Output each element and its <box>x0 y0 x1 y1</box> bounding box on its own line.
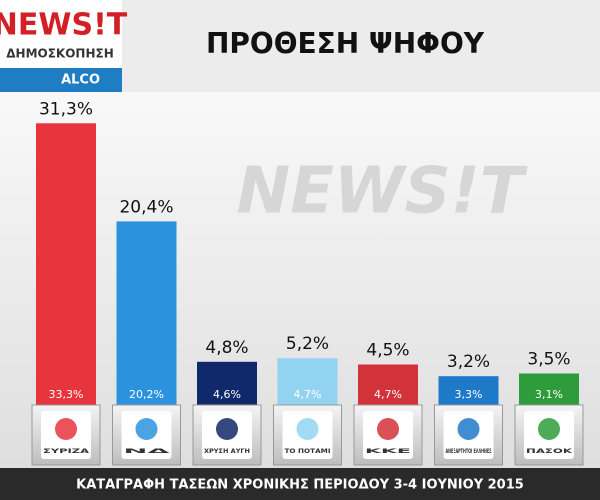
previous-value-label: 4,7% <box>374 388 402 401</box>
previous-value-label: 20,2% <box>129 388 164 401</box>
bar <box>277 358 338 405</box>
party-name: ΠΑΣΟΚ <box>526 447 574 455</box>
bar <box>519 373 579 405</box>
value-label: 5,2% <box>286 334 329 354</box>
pollster-band <box>0 68 122 92</box>
value-label: 3,5% <box>527 350 570 370</box>
bar <box>438 376 499 405</box>
party-logo-icon <box>296 418 319 440</box>
previous-value-label: 3,1% <box>535 388 563 401</box>
bar <box>116 221 177 405</box>
party-logo-icon <box>135 418 158 440</box>
bar <box>197 361 257 405</box>
party-logo-icon <box>457 418 480 440</box>
party-name: ΑΝΕΞΑΡΤΗΤΟΙ ΕΛΛΗΝΕΣ <box>446 447 492 455</box>
party-logo-icon <box>55 418 77 440</box>
party-name: ΣΥΡΙΖΑ <box>43 447 89 455</box>
previous-value-label: 4,7% <box>294 388 322 401</box>
brand-logo: NEWS!T <box>0 8 128 43</box>
previous-value-label: 33,3% <box>49 388 84 401</box>
previous-value-label: 4,6% <box>213 388 241 401</box>
party-name: ΧΡΥΣΗ ΑΥΓΗ <box>204 447 250 455</box>
footnote: ΚΑΤΑΓΡΑΦΗ ΤΑΣΕΩΝ ΧΡΟΝΙΚΗΣ ΠΕΡΙΟΔΟΥ 3-4 Ι… <box>76 478 524 493</box>
party-logo-icon <box>538 418 560 440</box>
watermark: NEWS!T <box>237 155 528 229</box>
previous-value-label: 3,3% <box>455 388 483 401</box>
party-logo-icon <box>377 418 399 440</box>
party-name: ΝΔ <box>124 447 170 455</box>
bar <box>358 364 418 405</box>
party-name: ΤΟ ΠΟΤΑΜΙ <box>285 447 331 455</box>
value-label: 4,8% <box>205 338 248 358</box>
brand-subtitle: ΔΗΜΟΣΚΟΠΗΣΗ <box>6 47 114 61</box>
chart-title: ΠΡΟΘΕΣΗ ΨΗΦΟΥ <box>206 27 485 60</box>
value-label: 20,4% <box>119 197 173 217</box>
value-label: 3,2% <box>447 352 490 372</box>
party-logo-icon <box>216 418 238 440</box>
value-label: 4,5% <box>366 341 409 361</box>
pollster: ALCO <box>61 73 100 88</box>
bar <box>36 123 96 406</box>
footer-band <box>0 468 600 500</box>
party-name: ΚΚΕ <box>365 447 411 455</box>
value-label: 31,3% <box>39 99 93 119</box>
